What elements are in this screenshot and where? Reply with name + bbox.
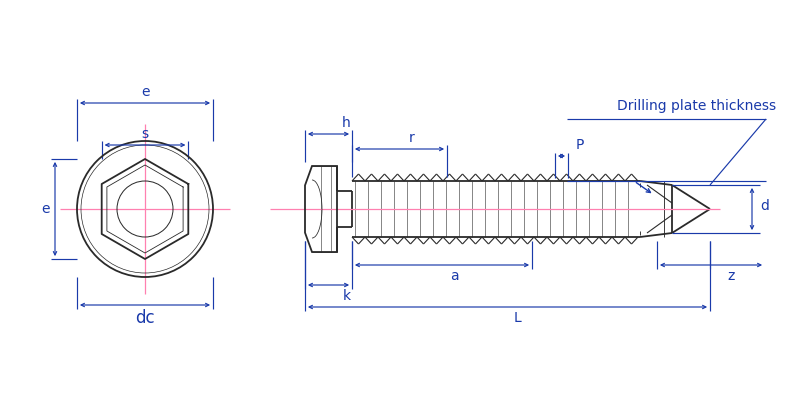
Text: Drilling plate thickness: Drilling plate thickness bbox=[617, 99, 776, 113]
Text: z: z bbox=[728, 269, 735, 283]
Text: k: k bbox=[342, 289, 350, 303]
Text: e: e bbox=[141, 85, 150, 99]
Text: h: h bbox=[342, 116, 351, 130]
Text: s: s bbox=[142, 127, 149, 141]
Text: P: P bbox=[575, 138, 584, 152]
Text: dc: dc bbox=[135, 309, 155, 327]
Text: L: L bbox=[514, 311, 522, 325]
Text: a: a bbox=[450, 269, 458, 283]
Text: d: d bbox=[760, 199, 769, 213]
Text: e: e bbox=[42, 202, 50, 216]
Text: r: r bbox=[409, 131, 414, 145]
